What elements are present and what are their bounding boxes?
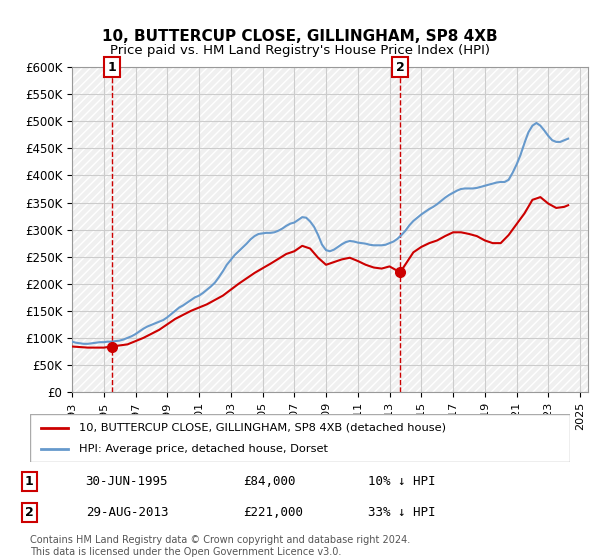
Text: 1: 1 bbox=[25, 475, 34, 488]
Text: 2: 2 bbox=[25, 506, 34, 519]
FancyBboxPatch shape bbox=[30, 414, 570, 462]
Text: Price paid vs. HM Land Registry's House Price Index (HPI): Price paid vs. HM Land Registry's House … bbox=[110, 44, 490, 57]
Text: 2: 2 bbox=[396, 60, 404, 74]
Text: HPI: Average price, detached house, Dorset: HPI: Average price, detached house, Dors… bbox=[79, 444, 328, 454]
Text: 30-JUN-1995: 30-JUN-1995 bbox=[86, 475, 168, 488]
Text: 29-AUG-2013: 29-AUG-2013 bbox=[86, 506, 168, 519]
FancyBboxPatch shape bbox=[67, 67, 593, 392]
Text: £221,000: £221,000 bbox=[244, 506, 304, 519]
Text: 33% ↓ HPI: 33% ↓ HPI bbox=[368, 506, 435, 519]
Text: 10, BUTTERCUP CLOSE, GILLINGHAM, SP8 4XB: 10, BUTTERCUP CLOSE, GILLINGHAM, SP8 4XB bbox=[102, 29, 498, 44]
Text: 10% ↓ HPI: 10% ↓ HPI bbox=[368, 475, 435, 488]
Text: £84,000: £84,000 bbox=[244, 475, 296, 488]
Text: 1: 1 bbox=[107, 60, 116, 74]
Text: 10, BUTTERCUP CLOSE, GILLINGHAM, SP8 4XB (detached house): 10, BUTTERCUP CLOSE, GILLINGHAM, SP8 4XB… bbox=[79, 423, 446, 433]
Text: Contains HM Land Registry data © Crown copyright and database right 2024.
This d: Contains HM Land Registry data © Crown c… bbox=[30, 535, 410, 557]
